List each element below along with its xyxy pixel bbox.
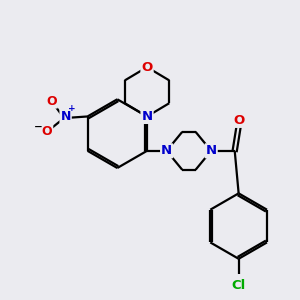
Text: O: O — [42, 125, 52, 138]
Text: N: N — [142, 110, 153, 123]
Text: Cl: Cl — [232, 279, 246, 292]
Text: N: N — [206, 144, 217, 157]
Text: −: − — [33, 122, 42, 132]
Text: O: O — [233, 114, 244, 127]
Text: O: O — [46, 94, 57, 108]
Text: +: + — [68, 104, 76, 113]
Text: N: N — [60, 110, 71, 123]
Text: N: N — [161, 144, 172, 157]
Text: O: O — [141, 61, 153, 74]
